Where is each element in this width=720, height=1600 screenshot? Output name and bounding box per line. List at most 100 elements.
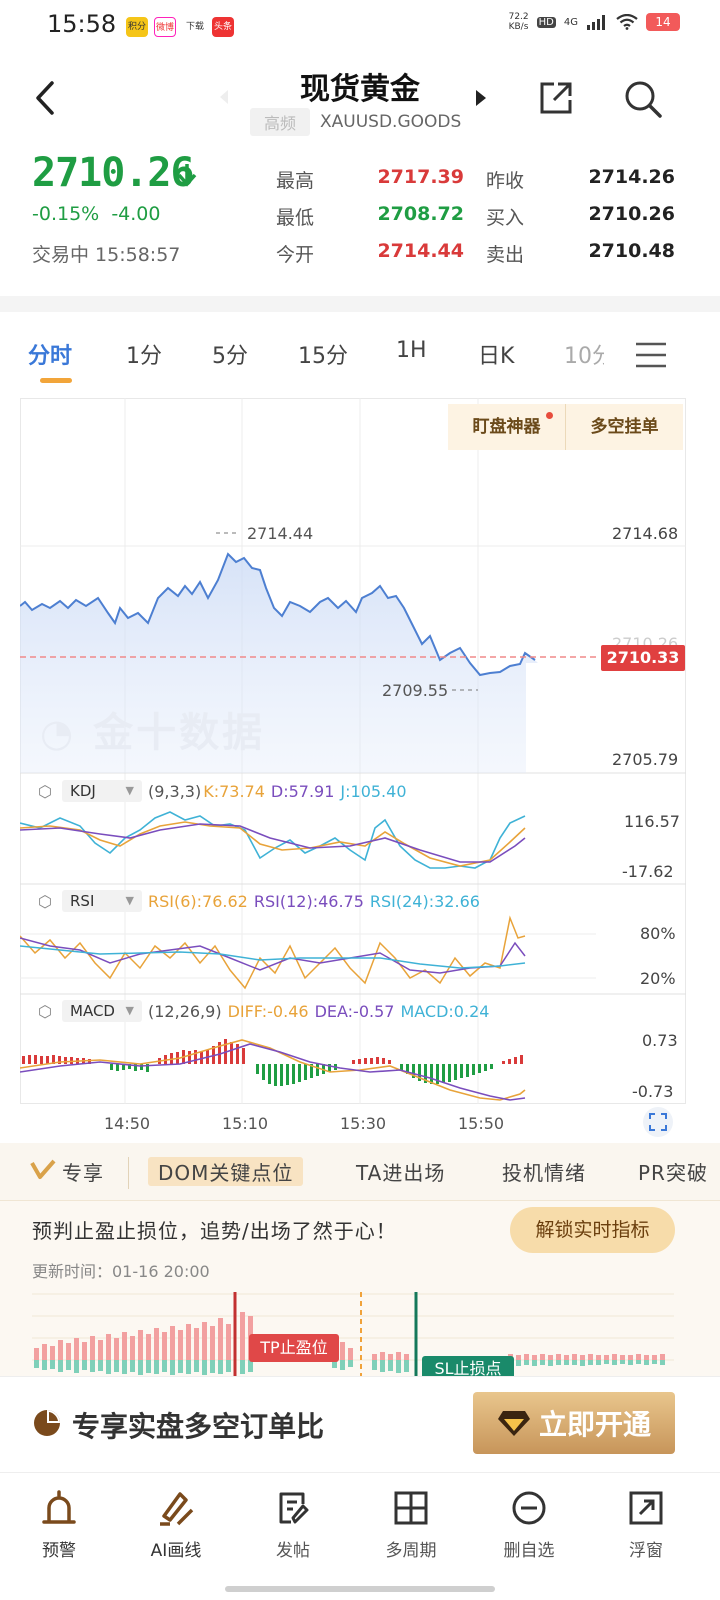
- tab-1h[interactable]: 1H: [396, 338, 427, 363]
- next-symbol-icon[interactable]: [474, 88, 488, 108]
- price-change: -0.15% -4.00: [32, 203, 160, 225]
- kdj-j-value: J:105.40: [340, 781, 407, 801]
- kdj-header: ⬡ KDJ ▼ (9,3,3) K:73.74 D:57.91 J:105.40: [34, 780, 407, 802]
- kdj-select[interactable]: KDJ ▼: [62, 780, 142, 802]
- time-label-4: 15:50: [458, 1114, 505, 1133]
- kdj-k-value: K:73.74: [203, 781, 265, 801]
- share-icon[interactable]: [536, 78, 576, 118]
- promo-tab-sentiment[interactable]: 投机情绪: [502, 1161, 586, 1185]
- stat-value-low: 2708.72: [377, 203, 464, 225]
- home-indicator[interactable]: [225, 1586, 495, 1592]
- price-area: [20, 554, 538, 773]
- macd-header: ⬡ MACD ▼ (12,26,9) DIFF:-0.46 DEA:-0.57 M…: [34, 1000, 489, 1022]
- wifi-icon: [616, 14, 638, 30]
- search-icon[interactable]: [622, 78, 664, 120]
- vip-text: 专享实盘多空订单比: [72, 1410, 325, 1443]
- settings-hex-icon[interactable]: ⬡: [38, 1001, 52, 1021]
- kdj-k-line: [20, 821, 526, 867]
- nav-float-window[interactable]: 浮窗: [596, 1488, 696, 1561]
- chevron-down-icon: ▼: [125, 1004, 134, 1017]
- macd-dea-line: [20, 1043, 526, 1101]
- hf-tag[interactable]: 高频: [250, 108, 311, 136]
- page-title: 现货黄金: [300, 72, 420, 107]
- time-label-3: 15:30: [340, 1114, 387, 1133]
- edit-post-icon: [279, 1492, 309, 1524]
- minus-circle-icon: [512, 1491, 546, 1525]
- subtitle-row: 高频 XAUUSD.GOODS: [250, 108, 461, 136]
- vip-mark-icon: [30, 1159, 56, 1179]
- kdj-y-top: 116.57: [624, 812, 680, 831]
- tab-15min[interactable]: 15分: [298, 344, 348, 369]
- rsi24-line: [20, 945, 526, 969]
- stat-value-ask: 2710.48: [588, 240, 675, 262]
- fullscreen-icon[interactable]: [642, 1106, 674, 1138]
- stat-value-high: 2717.39: [377, 166, 464, 188]
- diamond-icon: [497, 1411, 530, 1436]
- low-marker-label: 2709.55: [382, 681, 449, 700]
- period-tabs: 分时 1分 5分 15分 1H 日K 10分: [0, 330, 720, 386]
- divider: [128, 1157, 129, 1189]
- update-time: 更新时间：01-16 20:00: [32, 1262, 210, 1281]
- y-axis-top: 2714.68: [612, 524, 679, 543]
- rsi-select[interactable]: RSI ▼: [62, 890, 142, 912]
- tab-10min[interactable]: 10分: [564, 344, 604, 369]
- kdj-j-line: [20, 811, 526, 869]
- last-price: 2710.26: [32, 150, 195, 196]
- chevron-down-icon: ▼: [125, 784, 134, 797]
- macd-diff-value: DIFF:-0.46: [227, 1001, 309, 1021]
- settings-hex-icon[interactable]: ⬡: [38, 891, 52, 911]
- prev-symbol-icon[interactable]: [218, 88, 230, 106]
- stat-value-open: 2714.44: [377, 240, 464, 262]
- macd-y-bottom: -0.73: [632, 1082, 674, 1101]
- float-window-icon: [629, 1491, 663, 1525]
- promo-tab-ta[interactable]: TA进出场: [356, 1161, 446, 1185]
- nav-post[interactable]: 发帖: [243, 1488, 343, 1561]
- kdj-d-line: [20, 823, 526, 863]
- watch-tool-button[interactable]: 盯盘神器: [448, 404, 565, 450]
- rsi24-value: RSI(24):32.66: [369, 891, 480, 911]
- stat-label-high: 最高: [276, 170, 315, 192]
- macd-select[interactable]: MACD ▼: [62, 1000, 142, 1022]
- promo-tab-dom[interactable]: DOM关键点位: [148, 1157, 304, 1186]
- open-vip-button[interactable]: 立即开通: [473, 1392, 675, 1454]
- battery-icon: 14: [646, 13, 680, 31]
- status-bar: 15:58 积分 微博 下载 头条 72.2 KB/s HD 4G 14: [0, 0, 720, 56]
- nav-multi-period[interactable]: 多周期: [361, 1488, 461, 1561]
- trading-status: 交易中 15:58:57: [32, 244, 181, 266]
- watermark-logo-icon: ◔: [40, 711, 77, 755]
- pen-draw-icon: [160, 1492, 194, 1526]
- orders-tool-button[interactable]: 多空挂单: [565, 404, 683, 450]
- nav-remove-watch[interactable]: 删自选: [479, 1488, 579, 1561]
- settings-hex-icon[interactable]: ⬡: [38, 781, 52, 801]
- nav-ai-draw[interactable]: AI画线: [126, 1488, 226, 1561]
- bottom-nav: [0, 1472, 720, 1600]
- nav-alert[interactable]: 预警: [9, 1488, 109, 1561]
- app-icon-download: 下载: [184, 17, 206, 37]
- change-abs: -4.00: [111, 203, 161, 225]
- tab-timeshare[interactable]: 分时: [28, 344, 73, 369]
- macd-diff-line: [20, 1039, 526, 1101]
- rsi6-value: RSI(6):76.62: [148, 891, 248, 911]
- arrow-down-icon: [177, 164, 197, 187]
- tab-1min[interactable]: 1分: [126, 344, 162, 369]
- tab-5min[interactable]: 5分: [212, 344, 248, 369]
- promo-tab-pr[interactable]: PR突破: [638, 1161, 708, 1185]
- change-pct: -0.15%: [32, 203, 100, 225]
- stat-label-bid: 买入: [486, 207, 525, 229]
- dom-bars: [34, 1312, 665, 1375]
- section-separator: [0, 296, 720, 312]
- unlock-button[interactable]: 解锁实时指标: [510, 1207, 675, 1253]
- tab-daily[interactable]: 日K: [478, 344, 515, 369]
- kdj-y-bottom: -17.62: [622, 862, 674, 881]
- promo-description: 预判止盈止损位，追势/出场了然于心！: [32, 1219, 397, 1243]
- pie-chart-icon: [34, 1410, 60, 1436]
- chart-svg: [20, 398, 686, 1104]
- kdj-params: (9,3,3): [148, 781, 202, 801]
- macd-params: (12,26,9): [148, 1001, 222, 1021]
- status-indicators: 72.2 KB/s HD 4G 14: [509, 12, 680, 32]
- back-icon[interactable]: [32, 80, 60, 116]
- menu-icon[interactable]: [634, 340, 668, 370]
- promo-tab-exclusive[interactable]: 专享: [62, 1161, 104, 1185]
- stat-value-prevclose: 2714.26: [588, 166, 675, 188]
- kdj-d-value: D:57.91: [270, 781, 335, 801]
